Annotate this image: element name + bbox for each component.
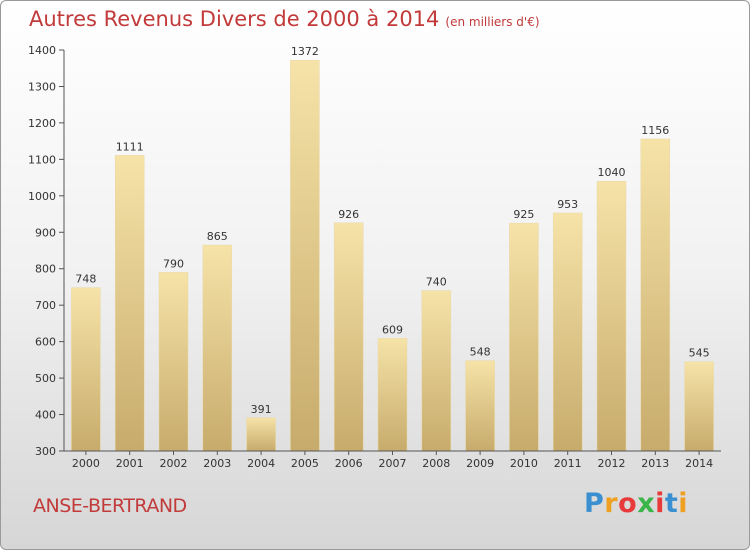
proxiti-logo: Proxiti <box>584 488 688 519</box>
x-tick-label: 2002 <box>160 457 188 470</box>
y-tick-label: 900 <box>35 226 56 239</box>
y-tick-label: 1300 <box>28 80 56 93</box>
y-axis: 300 400 500 600 700 800 900 1000 1100 1200 1300 140… <box>28 44 65 458</box>
bar-2012 <box>596 180 627 452</box>
x-tick-label: 2006 <box>335 457 363 470</box>
bar-2011 <box>552 212 583 452</box>
title-unit: (en milliers d'€) <box>445 15 540 29</box>
logo-letter: i <box>678 488 689 519</box>
y-tick-label: 600 <box>35 336 56 349</box>
bar-2005 <box>290 59 320 452</box>
title-text: Autres Revenus Divers de 2000 à 2014 <box>29 7 440 31</box>
x-tick-label: 2004 <box>247 457 275 470</box>
logo-letter: P <box>584 488 605 519</box>
x-tick-label: 2009 <box>466 457 494 470</box>
bar-2009 <box>465 360 495 452</box>
bar-2003 <box>202 244 233 452</box>
x-tick-label: 2012 <box>598 457 626 470</box>
x-tick-label: 2013 <box>641 457 669 470</box>
x-tick-label: 2001 <box>116 457 144 470</box>
y-tick-label: 1000 <box>28 190 56 203</box>
bar-2002 <box>158 272 189 452</box>
bar-value-label: 748 <box>75 273 96 286</box>
logo-letter: i <box>655 488 665 519</box>
x-tick-label: 2005 <box>291 457 319 470</box>
y-tick-label: 1100 <box>28 153 56 166</box>
logo-letter: o <box>618 488 638 519</box>
bar-value-label: 545 <box>689 347 710 360</box>
y-tick-label: 500 <box>35 372 56 385</box>
bar-2008 <box>421 290 452 452</box>
bar-value-label: 953 <box>557 198 578 211</box>
logo-letter: x <box>637 488 656 519</box>
bar-2013 <box>640 138 671 452</box>
bar-value-label: 609 <box>382 323 403 336</box>
x-tick-label: 2011 <box>554 457 582 470</box>
bar-value-label: 926 <box>338 208 359 221</box>
bar-value-label: 925 <box>513 208 534 221</box>
bar-2007 <box>377 338 408 452</box>
bar-value-label: 1156 <box>641 124 669 137</box>
bar-2000 <box>71 287 101 452</box>
x-tick-label: 2014 <box>685 457 713 470</box>
y-tick-label: 400 <box>35 409 56 422</box>
bar-2001 <box>114 155 145 452</box>
y-tick-label: 700 <box>35 299 56 312</box>
bar-value-label: 391 <box>251 403 272 416</box>
bar-value-label: 1111 <box>116 140 144 153</box>
bar-2006 <box>333 222 364 452</box>
logo-letter: r <box>604 488 619 519</box>
x-tick-label: 2008 <box>422 457 450 470</box>
x-tick-label: 2007 <box>379 457 407 470</box>
bars: 748 1111 790 865 391 1372 926 609 740 548 925 953 10… <box>71 45 714 452</box>
bar-value-label: 548 <box>470 346 491 359</box>
bar-value-label: 1372 <box>291 45 319 58</box>
y-tick-label: 800 <box>35 263 56 276</box>
x-tick-label: 2010 <box>510 457 538 470</box>
y-tick-label: 300 <box>35 445 56 458</box>
bar-2004 <box>246 417 276 452</box>
y-tick-label: 1400 <box>28 44 56 57</box>
logo-letter: t <box>664 488 679 519</box>
x-tick-label: 2003 <box>203 457 231 470</box>
bar-2010 <box>509 222 539 452</box>
bar-value-label: 865 <box>207 230 228 243</box>
bar-value-label: 1040 <box>598 166 626 179</box>
commune-name: ANSE-BERTRAND <box>33 495 187 517</box>
bar-2014 <box>684 361 714 452</box>
x-axis: 2000 2001 2002 2003 2004 2005 2006 2007 2008 2009… <box>64 450 721 470</box>
y-tick-label: 1200 <box>28 117 56 130</box>
x-tick-label: 2000 <box>72 457 100 470</box>
bar-value-label: 740 <box>426 276 447 289</box>
chart-title: Autres Revenus Divers de 2000 à 2014 (en … <box>29 7 540 31</box>
bar-value-label: 790 <box>163 257 184 270</box>
